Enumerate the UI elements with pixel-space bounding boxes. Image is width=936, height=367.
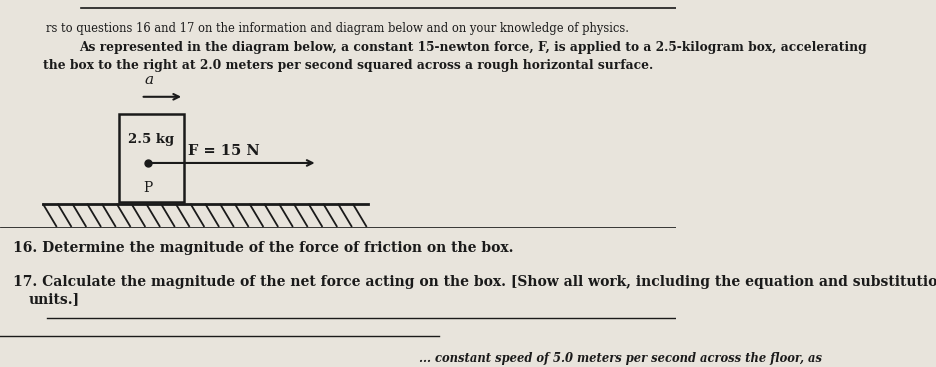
Text: 16. Determine the magnitude of the force of friction on the box.: 16. Determine the magnitude of the force… — [13, 241, 513, 255]
Text: F = 15 N: F = 15 N — [187, 144, 259, 158]
Text: As represented in the diagram below, a constant 15-newton force, F, is applied t: As represented in the diagram below, a c… — [80, 41, 866, 54]
Bar — [119, 113, 183, 203]
Text: a: a — [144, 73, 154, 87]
Text: 17. Calculate the magnitude of the net force acting on the box. [Show all work, : 17. Calculate the magnitude of the net f… — [13, 275, 936, 288]
Text: P: P — [143, 181, 153, 195]
Text: units.]: units.] — [29, 292, 80, 306]
Text: ... constant speed of 5.0 meters per second across the floor, as: ... constant speed of 5.0 meters per sec… — [418, 352, 821, 364]
Text: 2.5 kg: 2.5 kg — [128, 133, 174, 146]
Text: rs to questions 16 and 17 on the information and diagram below and on your knowl: rs to questions 16 and 17 on the informa… — [46, 22, 628, 35]
Text: the box to the right at 2.0 meters per second squared across a rough horizontal : the box to the right at 2.0 meters per s… — [43, 59, 652, 72]
